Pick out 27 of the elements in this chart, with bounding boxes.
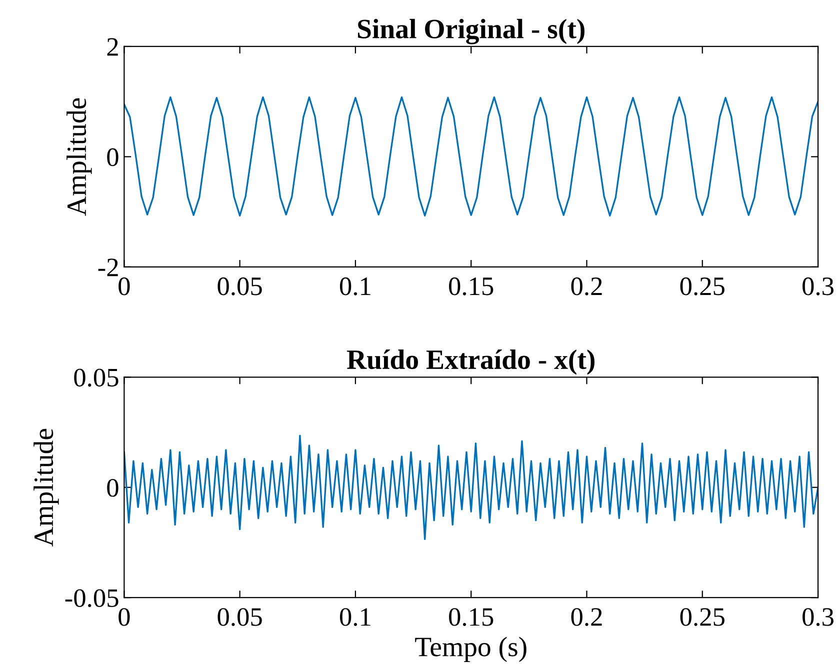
line-series (124, 434, 818, 540)
x-tick-label: 0 (118, 608, 130, 626)
y-tick-label: 0 (107, 478, 118, 497)
x-tick-label: 0.25 (680, 277, 724, 296)
y-tick-label: 0.05 (74, 368, 118, 387)
y-tick-label: -2 (98, 258, 118, 276)
chart-title: Sinal Original - s(t) (358, 18, 584, 44)
y-tick-label: 0 (107, 148, 118, 166)
y-axis-title: Amplitude (34, 428, 59, 547)
line-series (124, 96, 818, 217)
y-tick-label: 2 (107, 38, 118, 56)
x-tick-label: 0.2 (571, 277, 602, 296)
x-tick-label: 0.3 (802, 608, 834, 626)
x-tick-label: 0.1 (340, 608, 370, 626)
y-axis-title: Amplitude (66, 98, 92, 216)
y-tick-label: -0.05 (65, 589, 118, 608)
x-tick-label: 0.05 (218, 608, 262, 626)
x-tick-label: 0.15 (449, 608, 494, 626)
x-tick-label: 0.3 (802, 277, 834, 296)
chart-title: Ruído Extraído - x(t) (346, 350, 594, 375)
x-axis-title: Tempo (s) (415, 636, 526, 662)
x-tick-label: 0 (118, 277, 130, 296)
x-tick-label: 0.15 (449, 277, 494, 296)
x-tick-label: 0.1 (340, 277, 370, 296)
x-tick-label: 0.25 (680, 608, 724, 626)
x-tick-label: 0.2 (571, 608, 602, 626)
x-tick-label: 0.05 (218, 277, 262, 296)
